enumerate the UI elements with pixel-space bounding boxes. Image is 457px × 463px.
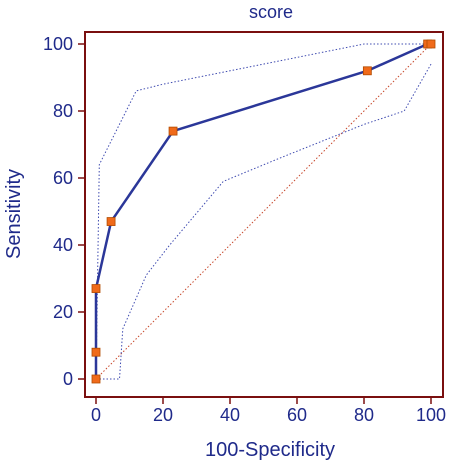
plot-layer: 0 20 40 60 80 100 0 20 40 60 80 100 <box>43 34 446 425</box>
roc-point <box>426 39 436 49</box>
roc-point <box>106 217 116 226</box>
roc-point <box>168 126 178 136</box>
roc-curve-line <box>94 42 431 379</box>
chart-title: score <box>249 2 293 22</box>
roc-points <box>91 39 436 384</box>
roc-point <box>362 66 372 76</box>
x-tick-label: 40 <box>220 405 240 425</box>
plot-frame <box>84 31 444 398</box>
y-tick-label: 0 <box>63 369 73 389</box>
y-axis-label: Sensitivity <box>3 169 25 259</box>
x-axis-label: 100-Specificity <box>205 439 335 461</box>
x-tick-label: 80 <box>354 405 374 425</box>
x-tick-label: 100 <box>416 405 446 425</box>
y-tick-label: 100 <box>43 34 73 54</box>
x-tick-label: 60 <box>287 405 307 425</box>
y-tick-label: 20 <box>53 302 73 322</box>
roc-point <box>91 374 101 384</box>
y-tick-label: 60 <box>53 168 73 188</box>
upper-confidence-bound-line <box>95 43 431 380</box>
y-tick-label: 40 <box>53 235 73 255</box>
axis-ticks: 0 20 40 60 80 100 0 20 40 60 80 100 <box>43 34 446 425</box>
roc-point <box>91 284 101 293</box>
x-tick-label: 20 <box>153 405 173 425</box>
y-tick-label: 80 <box>53 101 73 121</box>
lower-confidence-bound-line <box>96 63 432 380</box>
roc-point <box>91 347 101 357</box>
x-tick-label: 0 <box>91 405 101 425</box>
